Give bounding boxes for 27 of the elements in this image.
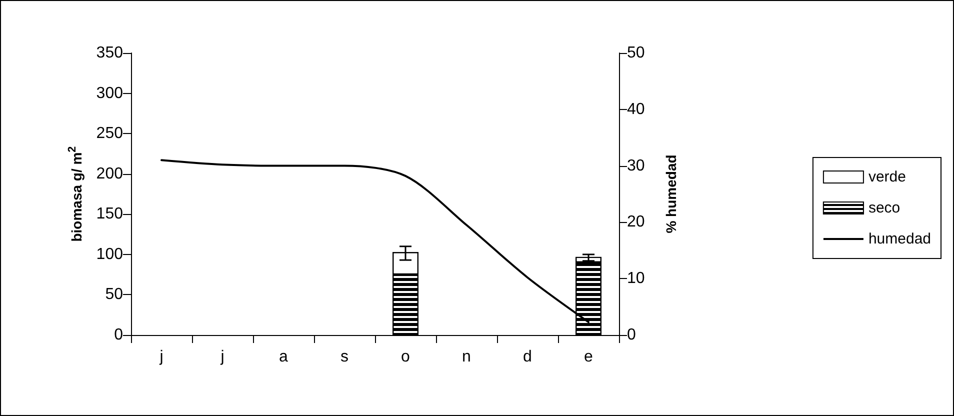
y-axis-title: biomasa g/ m2 (66, 146, 84, 242)
y-tick-label: 300 (96, 84, 124, 102)
y2-tick-label: 10 (627, 270, 645, 288)
x-tick-label: j (220, 348, 224, 366)
x-tick-label: a (279, 348, 288, 366)
x-tick-label: d (523, 348, 532, 366)
x-tick-label: n (462, 348, 471, 366)
legend-label: seco (868, 200, 900, 216)
x-tick-label: j (158, 348, 164, 366)
x-tick-label: s (340, 348, 348, 366)
y2-tick-label: 50 (627, 44, 645, 62)
y-tick-label: 100 (96, 246, 124, 263)
y-tick-label: 150 (96, 206, 124, 223)
y2-tick-label: 30 (627, 157, 645, 174)
legend-label: verde (868, 168, 906, 186)
y2-tick-label: 40 (627, 100, 645, 118)
y-tick-label: 350 (96, 44, 124, 62)
y-tick-label: 0 (114, 326, 124, 344)
x-tick-label: e (584, 348, 594, 366)
y-tick-label: 50 (105, 286, 124, 304)
y2-tick-label: 20 (627, 214, 645, 231)
x-tick-label: o (401, 348, 410, 366)
legend-label: humedad (868, 230, 932, 248)
y2-axis-title: % humedad (663, 154, 679, 234)
y2-tick-label: 0 (627, 326, 636, 344)
y-tick-label: 250 (96, 125, 124, 142)
y-tick-label: 200 (96, 165, 124, 182)
